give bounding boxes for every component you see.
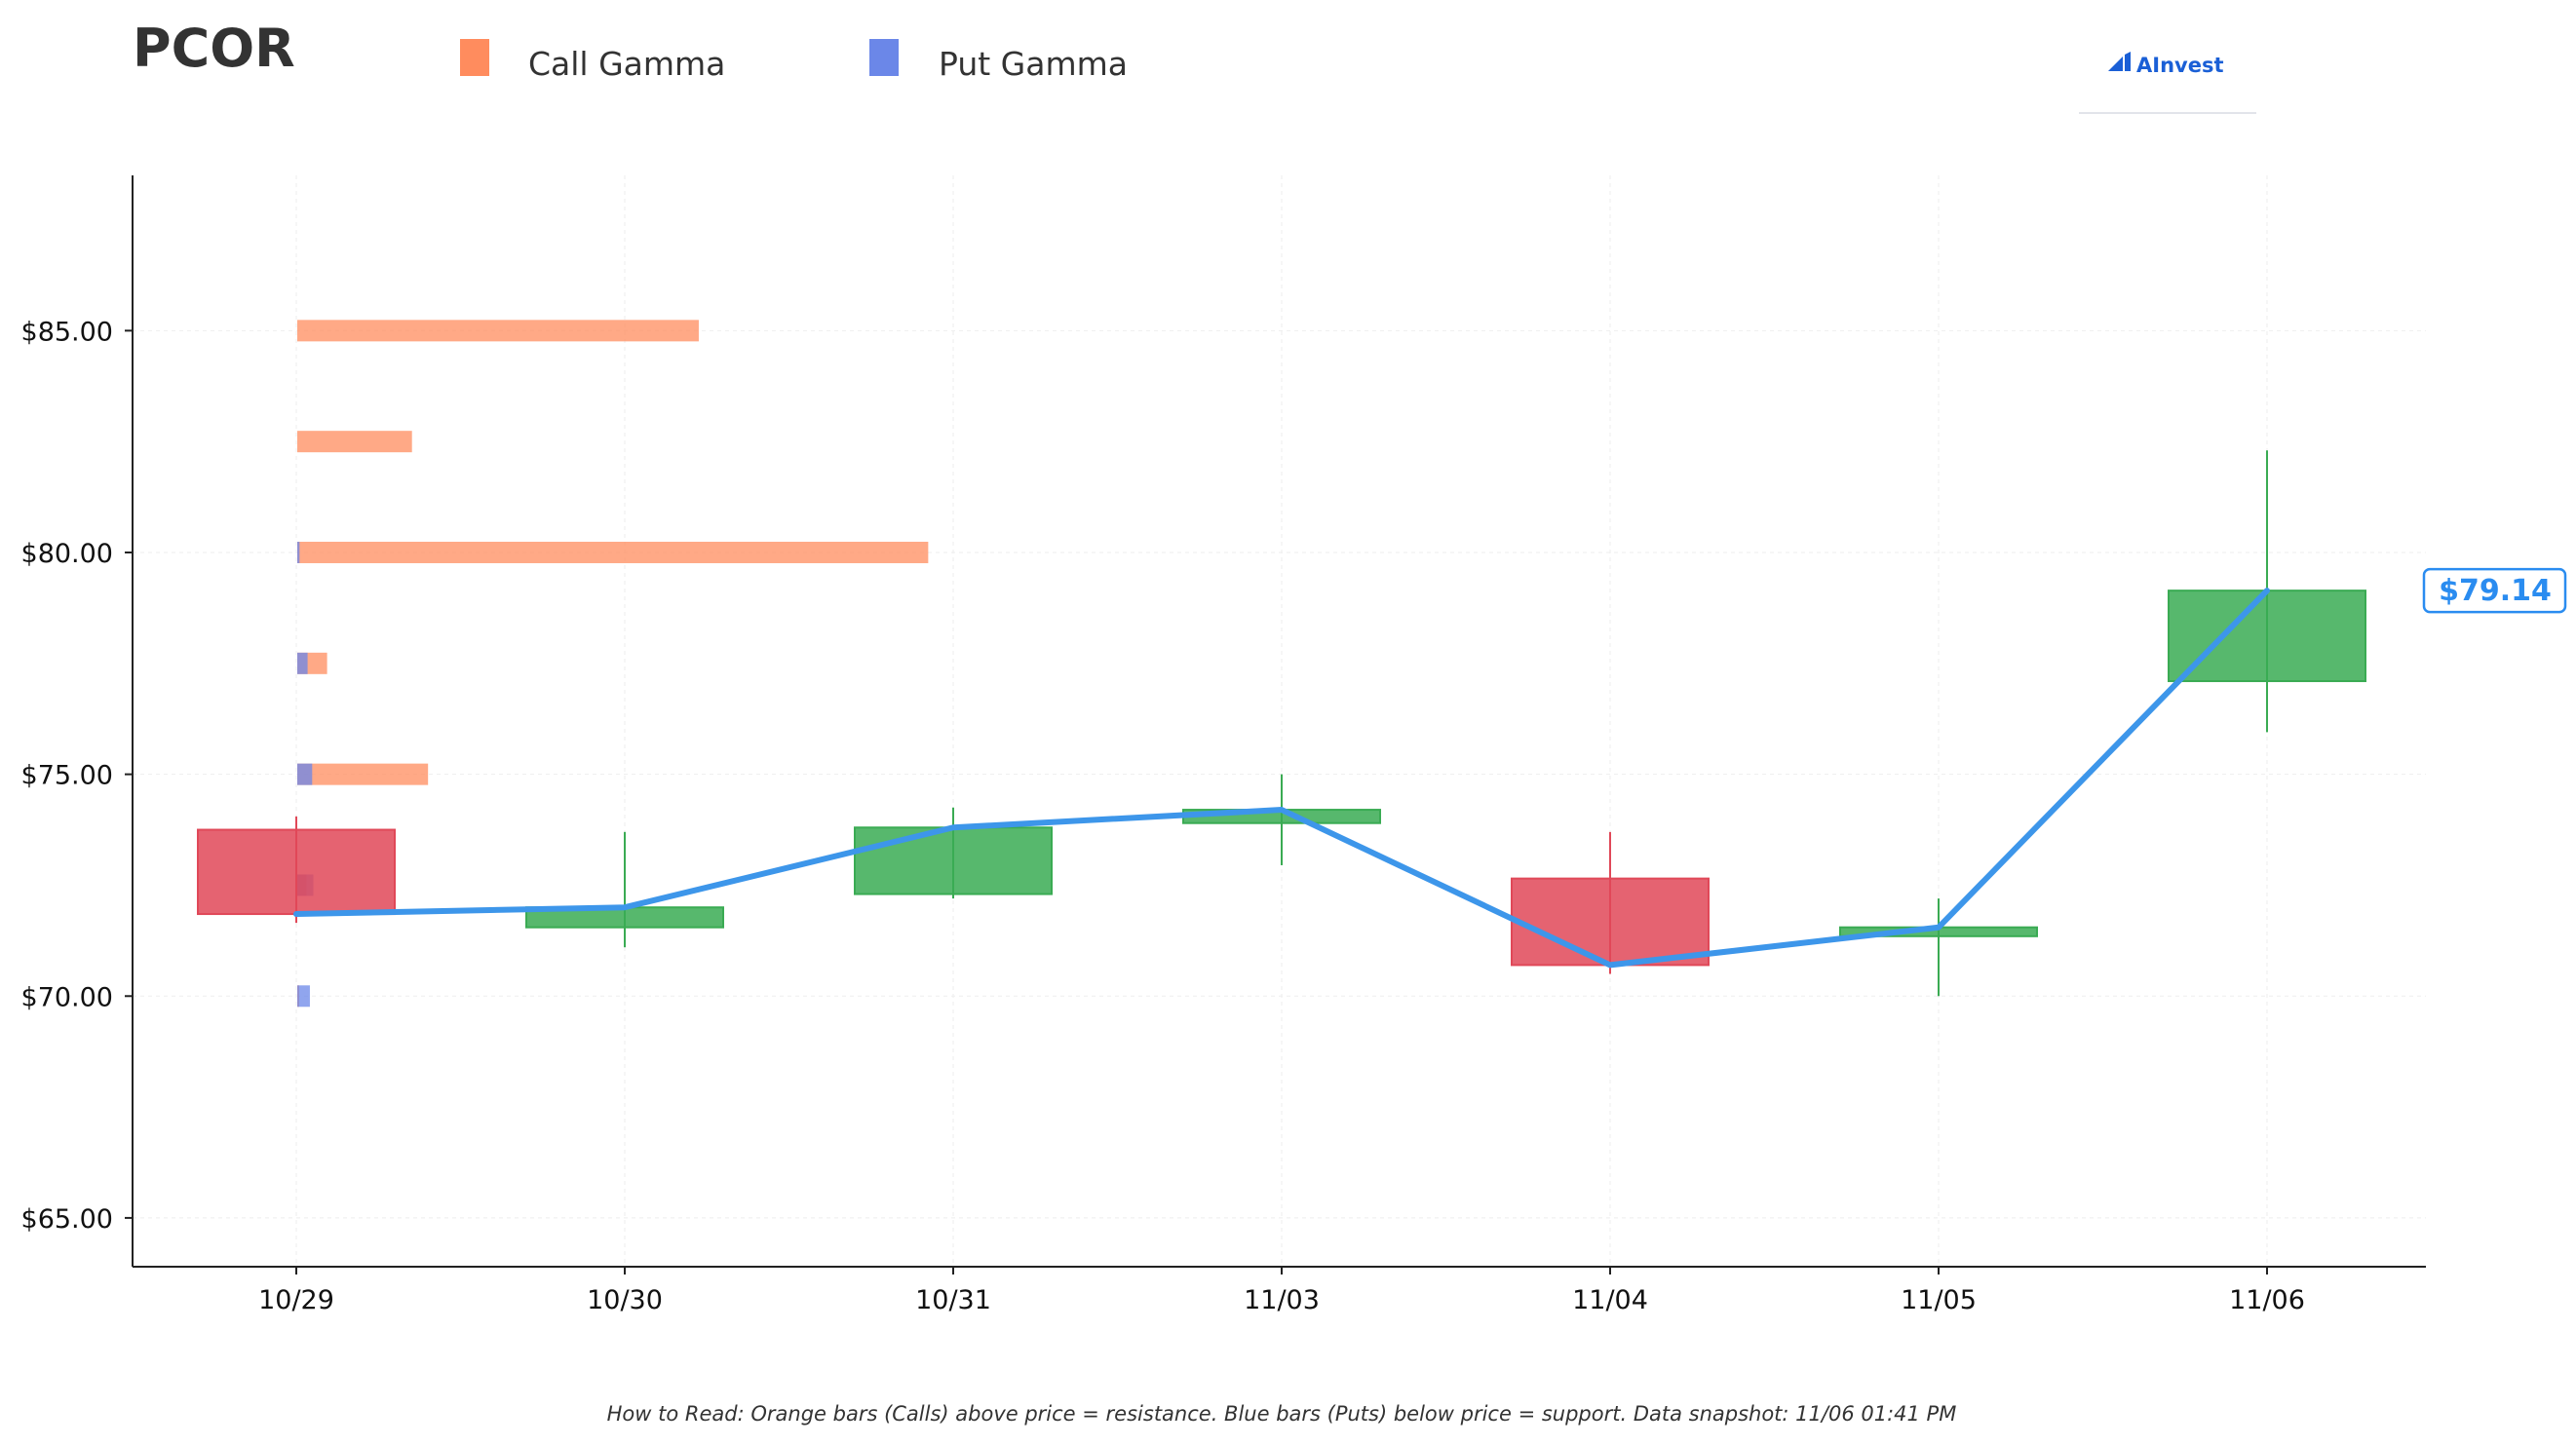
candle-body bbox=[197, 828, 396, 916]
footnote: How to Read: Orange bars (Calls) above p… bbox=[607, 1402, 1957, 1426]
chart-title: PCOR bbox=[133, 18, 295, 79]
ainvest-logo: AInvest bbox=[2079, 52, 2256, 114]
legend-put-label: Put Gamma bbox=[939, 45, 1128, 83]
candle-body bbox=[1511, 877, 1710, 967]
axes: $65.00 $70.00 $75.00 $80.00 $85.00 10/29 10/30… bbox=[21, 175, 2426, 1315]
ainvest-logo-icon bbox=[2108, 52, 2131, 71]
call-gamma-bar bbox=[297, 431, 412, 453]
y-tick-label: $85.00 bbox=[21, 317, 113, 347]
put-gamma-bar bbox=[297, 541, 300, 563]
put-gamma-bar bbox=[297, 985, 310, 1008]
x-tick-label: 11/04 bbox=[1572, 1285, 1648, 1315]
last-price-badge: $79.14 bbox=[2422, 567, 2567, 614]
put-gamma-bar bbox=[297, 652, 308, 674]
y-tick-label: $80.00 bbox=[21, 539, 113, 569]
x-tick-label: 11/06 bbox=[2229, 1285, 2305, 1315]
y-tick-label: $75.00 bbox=[21, 761, 113, 791]
y-tick-label: $70.00 bbox=[21, 982, 113, 1012]
x-tick-label: 10/30 bbox=[587, 1285, 663, 1315]
price-line bbox=[293, 588, 2270, 969]
x-tick-label: 10/29 bbox=[258, 1285, 334, 1315]
candlesticks bbox=[197, 450, 2366, 997]
put-gamma-bar bbox=[297, 763, 313, 785]
candle-body bbox=[2168, 590, 2366, 683]
call-gamma-bar bbox=[297, 763, 429, 785]
candle-body bbox=[854, 826, 1053, 895]
call-gamma-bar bbox=[297, 320, 699, 342]
x-tick-label: 11/03 bbox=[1244, 1285, 1320, 1315]
call-gamma-bar bbox=[297, 541, 929, 563]
legend-put-swatch bbox=[869, 39, 899, 76]
last-price-box bbox=[2422, 567, 2567, 614]
legend-call-label: Call Gamma bbox=[528, 45, 725, 83]
brand-name: AInvest bbox=[2136, 54, 2224, 77]
x-tick-label: 11/05 bbox=[1901, 1285, 1977, 1315]
last-price-label: $79.14 bbox=[2439, 574, 2552, 608]
y-tick-label: $65.00 bbox=[21, 1204, 113, 1235]
x-tick-label: 10/31 bbox=[915, 1285, 991, 1315]
price-line-path bbox=[293, 588, 2270, 969]
legend-call-swatch bbox=[460, 39, 489, 76]
